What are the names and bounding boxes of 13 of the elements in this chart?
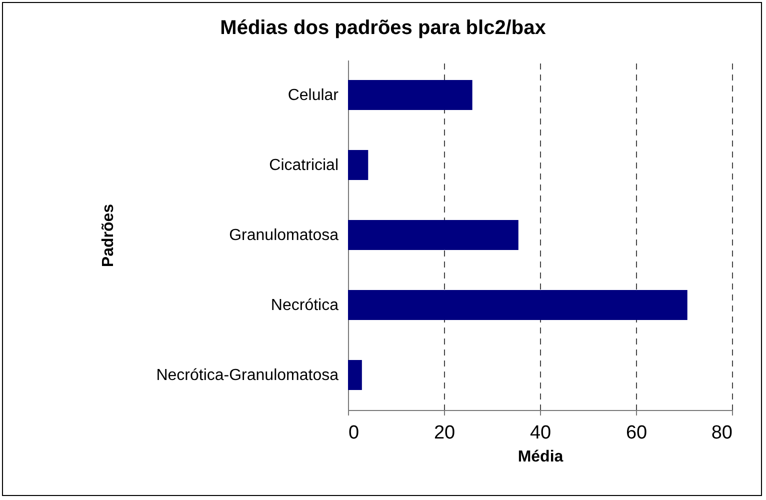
x-tick-label: 0: [348, 422, 360, 444]
y-tick-label: Granulomatosa: [229, 227, 339, 244]
y-axis-title: Padrões: [100, 204, 118, 268]
x-tick-label: 40: [530, 422, 552, 444]
x-tick-label: 80: [711, 422, 732, 444]
y-tick-label: Celular: [288, 87, 340, 104]
x-tick-label: 60: [626, 422, 648, 444]
x-axis-title: Média: [518, 448, 564, 466]
chart-title: Médias dos padrões para blc2/bax: [220, 17, 546, 39]
x-tick-label: 20: [434, 422, 456, 444]
y-tick-label: Necrótica: [270, 297, 339, 314]
y-tick-label: Cicatricial: [269, 157, 338, 174]
y-tick-label: Necrótica-Granulomatosa: [156, 367, 339, 384]
